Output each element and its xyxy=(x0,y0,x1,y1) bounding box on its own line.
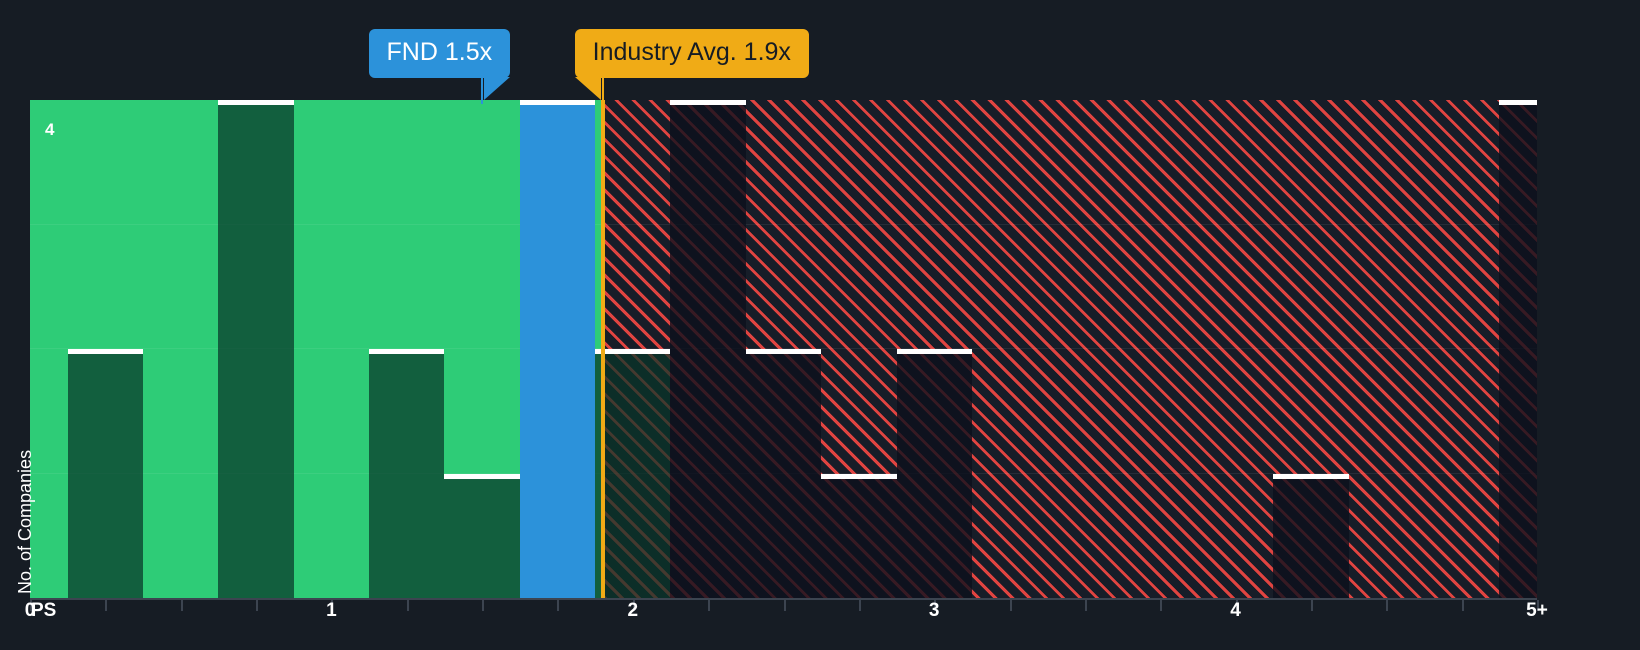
bar-body xyxy=(519,105,596,598)
bar-body xyxy=(896,353,972,598)
x-axis-tick xyxy=(934,600,937,611)
x-axis-tick xyxy=(30,600,32,611)
bar-body xyxy=(821,477,897,598)
industry-callout-stem xyxy=(601,78,604,104)
bar-cap xyxy=(444,473,520,479)
bar-cap xyxy=(821,473,897,479)
x-axis-tick xyxy=(858,600,861,611)
bar-cap xyxy=(1273,473,1349,479)
plot-area xyxy=(30,100,1537,598)
fnd-callout-stem xyxy=(481,78,484,104)
bar-body xyxy=(444,477,520,598)
bar-body xyxy=(595,353,671,598)
x-axis-tick xyxy=(256,600,259,611)
x-axis-tick xyxy=(482,600,485,611)
bar-cap xyxy=(369,349,445,354)
histogram-bar[interactable] xyxy=(595,349,671,598)
bar-cap xyxy=(1499,100,1537,105)
y-axis-top-tick-label: 4 xyxy=(45,120,55,139)
x-axis-tick-label: 1 xyxy=(326,600,337,621)
bar-body xyxy=(670,104,746,598)
gridline xyxy=(30,223,1537,225)
histogram-bar[interactable] xyxy=(1499,100,1537,598)
fnd-callout-label: FND 1.5x xyxy=(386,38,493,66)
histogram-bar[interactable] xyxy=(670,100,746,598)
x-axis-tick xyxy=(1537,600,1539,611)
x-axis-tick-label: 4 xyxy=(1230,600,1241,621)
histogram-bar[interactable] xyxy=(218,100,294,598)
industry-callout-pointer-icon xyxy=(574,77,601,100)
industry-average-callout[interactable]: Industry Avg. 1.9x xyxy=(574,29,809,100)
bar-cap xyxy=(745,349,822,354)
x-axis-tick xyxy=(406,600,409,611)
bar-body xyxy=(1499,104,1537,598)
bar-body xyxy=(1273,477,1349,598)
x-axis-tick-label: 0 xyxy=(24,600,36,621)
x-axis-tick xyxy=(180,600,183,611)
histogram-bar[interactable] xyxy=(821,473,897,598)
x-axis-tick xyxy=(1386,600,1389,611)
x-axis-tick-label: 5+ xyxy=(1526,600,1548,621)
x-axis-tick xyxy=(708,600,711,611)
x-axis-tick xyxy=(1310,600,1313,611)
x-axis-tick xyxy=(331,600,334,611)
x-axis-tick-label: 3 xyxy=(928,600,940,621)
x-axis-tick xyxy=(1461,600,1464,611)
x-axis-tick xyxy=(1009,600,1012,611)
x-axis-tick xyxy=(105,600,108,611)
bar-cap xyxy=(595,349,671,354)
bar-cap xyxy=(896,349,972,354)
histogram-bar[interactable] xyxy=(896,349,972,598)
x-axis-tick xyxy=(783,600,786,611)
x-axis-tick xyxy=(1235,600,1238,611)
x-axis-tick xyxy=(632,600,635,611)
bar-cap xyxy=(218,100,294,105)
histogram-bar[interactable] xyxy=(1273,473,1349,598)
industry-average-line xyxy=(600,100,605,598)
x-axis-tick xyxy=(1160,600,1163,611)
bar-body xyxy=(67,353,144,598)
histogram-bar[interactable] xyxy=(369,349,445,598)
x-axis-tick xyxy=(1084,600,1087,611)
bar-body xyxy=(369,353,445,598)
x-axis-line xyxy=(30,598,1537,600)
bar-body xyxy=(218,104,294,598)
fnd-callout-pointer-icon xyxy=(484,77,511,100)
industry-average-callout-label: Industry Avg. 1.9x xyxy=(592,38,791,66)
x-axis-tick-label: 2 xyxy=(627,600,639,621)
x-axis-title: PS xyxy=(31,600,57,621)
bar-cap xyxy=(67,349,144,354)
y-axis-title: No. of Companies xyxy=(15,449,35,594)
x-axis-tick xyxy=(557,600,560,611)
histogram-bar[interactable] xyxy=(444,473,520,598)
fnd-highlight-bar[interactable] xyxy=(519,100,596,598)
bar-body xyxy=(745,353,822,598)
histogram-bar[interactable] xyxy=(745,349,822,598)
fnd-callout[interactable]: FND 1.5x xyxy=(368,29,511,100)
gridline xyxy=(30,348,1537,349)
bar-cap xyxy=(670,100,746,105)
bar-cap xyxy=(519,100,596,105)
histogram-bar[interactable] xyxy=(67,349,144,598)
